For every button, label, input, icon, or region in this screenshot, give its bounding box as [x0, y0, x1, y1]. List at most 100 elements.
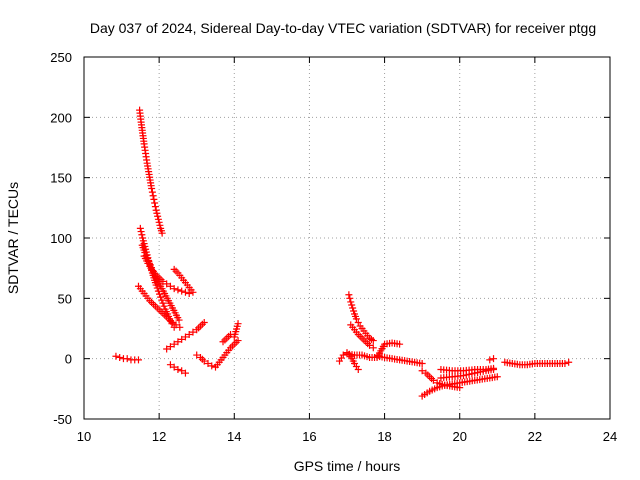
x-tick-label: 12	[152, 429, 166, 444]
data-point	[208, 362, 216, 370]
data-point	[234, 320, 242, 328]
data-point	[159, 299, 167, 307]
data-point	[418, 359, 426, 367]
data-point	[134, 356, 142, 364]
y-tick-label: 200	[50, 110, 72, 125]
x-tick-label: 14	[227, 429, 241, 444]
data-point	[116, 353, 124, 361]
data-point	[350, 307, 358, 315]
data-point	[200, 357, 208, 365]
x-tick-label: 10	[77, 429, 91, 444]
data-point	[170, 340, 178, 348]
data-point	[157, 293, 165, 301]
data-point	[176, 323, 184, 331]
data-point	[354, 366, 362, 374]
y-tick-label: 150	[50, 171, 72, 186]
data-point	[159, 277, 167, 285]
data-point	[158, 229, 166, 237]
data-points	[112, 106, 573, 400]
x-tick-label: 24	[603, 429, 617, 444]
data-point	[141, 248, 149, 256]
data-point	[172, 321, 180, 329]
data-point	[178, 335, 186, 343]
data-point	[137, 228, 145, 236]
data-point	[168, 318, 176, 326]
series-arc14	[347, 321, 377, 352]
data-point	[181, 288, 189, 296]
data-point	[123, 355, 131, 363]
data-point	[204, 359, 212, 367]
data-point	[396, 340, 404, 348]
data-point	[181, 333, 189, 341]
data-point	[486, 356, 494, 364]
data-point	[163, 345, 171, 353]
data-point	[150, 195, 158, 203]
data-point	[163, 280, 171, 288]
data-point	[148, 185, 156, 193]
data-point	[151, 203, 159, 211]
data-point	[174, 338, 182, 346]
series-arc16	[373, 352, 426, 367]
data-point	[154, 212, 162, 220]
data-point	[151, 199, 159, 207]
x-tick-label: 16	[302, 429, 316, 444]
series-arc9	[166, 361, 189, 377]
series-arc13	[345, 291, 377, 345]
axis-ticks: 10 12 14 16 18 20 22 24 -50 0 50 100 150 200 250	[50, 50, 617, 444]
plot-frame	[83, 56, 611, 420]
y-tick-label: 100	[50, 231, 72, 246]
series-arc18	[418, 367, 464, 392]
data-point	[170, 363, 178, 371]
data-point	[170, 285, 178, 293]
series-arc11	[219, 320, 242, 346]
data-point	[366, 341, 374, 349]
x-tick-label: 18	[377, 429, 391, 444]
data-point	[561, 359, 569, 367]
series-arc22	[501, 358, 573, 369]
data-point	[148, 188, 156, 196]
data-point	[348, 301, 356, 309]
data-point	[193, 351, 201, 359]
data-point	[352, 315, 360, 323]
data-point	[152, 281, 160, 289]
data-point	[166, 361, 174, 369]
data-point	[418, 367, 426, 375]
grid-lines	[84, 57, 610, 419]
data-point	[369, 337, 377, 345]
data-point	[178, 287, 186, 295]
series-arc10	[193, 337, 242, 371]
data-point	[565, 358, 573, 366]
series-arc21	[486, 355, 498, 364]
data-point	[138, 231, 146, 239]
series-arc15	[343, 339, 404, 361]
data-point	[155, 218, 163, 226]
data-point	[181, 369, 189, 377]
data-point	[175, 316, 183, 324]
data-point	[152, 206, 160, 214]
data-point	[153, 209, 161, 217]
series-arc8	[163, 318, 208, 353]
data-point	[112, 352, 120, 360]
data-point	[493, 373, 501, 381]
data-point	[346, 294, 354, 302]
data-point	[345, 291, 353, 299]
series-arc20	[437, 364, 498, 375]
data-point	[185, 331, 193, 339]
data-point	[156, 290, 164, 298]
data-point	[234, 337, 242, 345]
series-arc5	[170, 265, 197, 296]
data-point	[429, 376, 437, 384]
data-point	[490, 364, 498, 372]
x-axis-label: GPS time / hours	[294, 458, 401, 474]
data-point	[339, 351, 347, 359]
data-point	[166, 282, 174, 290]
data-point	[158, 296, 166, 304]
data-point	[185, 290, 193, 298]
data-point	[160, 302, 168, 310]
data-point	[154, 215, 162, 223]
y-tick-label: 0	[65, 352, 72, 367]
x-tick-label: 20	[452, 429, 466, 444]
data-point	[136, 224, 144, 232]
data-point	[369, 344, 377, 352]
